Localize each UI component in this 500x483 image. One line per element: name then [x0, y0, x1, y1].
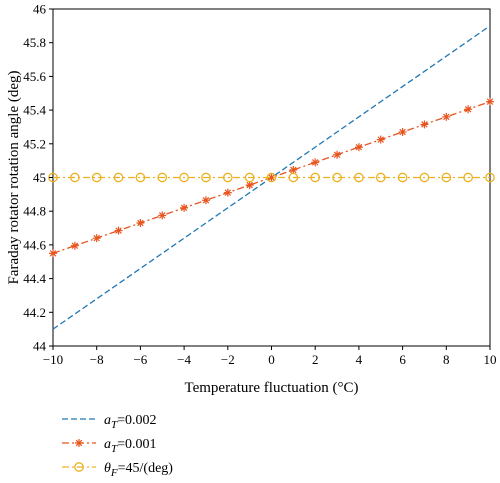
- series-3-point: [332, 172, 342, 183]
- series-2-point: [311, 158, 320, 167]
- legend-label: θF=45/(deg): [104, 461, 173, 479]
- series-3-point: [288, 172, 299, 183]
- series-2-point: [223, 188, 232, 197]
- series-3-point: [244, 172, 255, 183]
- y-tick-label: 44.4: [23, 271, 46, 286]
- y-tick-label: 44: [33, 339, 47, 354]
- ticks-layer: −10 −8 −6 −4 −2 0 2 4 6 8 104444.244.444.644.84545…: [23, 2, 496, 368]
- x-tick-label: −6: [133, 352, 147, 367]
- series-2-point: [70, 241, 79, 250]
- series-2: [49, 97, 494, 258]
- y-tick-label: 44.8: [23, 204, 46, 219]
- legend-item: aT=0.002: [62, 413, 157, 431]
- y-tick-label: 45: [33, 170, 46, 185]
- legend-label: aT=0.002: [104, 413, 157, 431]
- series-3-point: [375, 172, 386, 183]
- legend-marker: [75, 439, 83, 447]
- series-3-point: [463, 172, 473, 183]
- x-tick-label: 6: [399, 352, 406, 367]
- legend-item: θF=45/(deg): [62, 461, 173, 479]
- series-3-point: [48, 172, 58, 183]
- y-tick-label: 45.6: [23, 69, 46, 84]
- series-2-point: [354, 143, 363, 152]
- series-3-point: [266, 172, 277, 183]
- series-2-point: [333, 150, 342, 159]
- series-3-point: [485, 172, 495, 183]
- series-3-point: [310, 172, 321, 183]
- series-2-point: [136, 218, 145, 227]
- y-tick-label: 45.4: [23, 103, 46, 118]
- series-3-point: [157, 172, 168, 183]
- y-axis-title: Faraday rotator rotation angle (deg): [6, 70, 22, 284]
- series-3-point: [441, 172, 452, 183]
- series-3-point: [70, 172, 80, 183]
- series-layer: [48, 25, 495, 330]
- legend-item: aT=0.001: [62, 437, 157, 455]
- series-2-point: [464, 105, 473, 114]
- legend: aT=0.002 aT=0.001 θF=45/(deg): [62, 413, 173, 479]
- series-3-point: [91, 172, 102, 183]
- series-3-point: [201, 172, 211, 183]
- y-tick-label: 44.2: [23, 305, 46, 320]
- series-2-point: [245, 181, 254, 190]
- series-3-point: [113, 172, 124, 183]
- x-tick-label: 0: [268, 352, 275, 367]
- y-tick-label: 44.6: [23, 237, 46, 252]
- x-tick-label: 4: [356, 352, 363, 367]
- x-tick-label: 2: [312, 352, 319, 367]
- series-3-point: [135, 172, 146, 183]
- series-2-point: [289, 165, 298, 174]
- series-3-point: [397, 172, 408, 183]
- series-3-point: [222, 172, 233, 183]
- legend-marker: [74, 462, 84, 472]
- series-2-point: [180, 203, 189, 212]
- series-2-point: [92, 234, 101, 243]
- x-tick-label: −4: [177, 352, 191, 367]
- series-3: [48, 172, 495, 183]
- y-tick-label: 45.8: [23, 35, 46, 50]
- series-2-point: [376, 135, 385, 144]
- x-tick-label: 10: [484, 352, 497, 367]
- x-tick-label: −10: [43, 352, 63, 367]
- series-2-point: [201, 196, 210, 205]
- legend-label: aT=0.001: [104, 437, 157, 455]
- x-tick-label: 8: [443, 352, 450, 367]
- series-2-point: [420, 120, 429, 129]
- series-3-point: [354, 172, 364, 183]
- series-2-point: [158, 211, 167, 220]
- y-tick-label: 46: [33, 2, 47, 17]
- y-tick-label: 45.2: [23, 136, 46, 151]
- series-2-point: [398, 128, 407, 137]
- series-2-point: [49, 249, 57, 258]
- x-tick-label: −2: [221, 352, 235, 367]
- series-3-point: [419, 172, 430, 183]
- x-tick-label: −8: [90, 352, 104, 367]
- x-axis-title: Temperature fluctuation (°C): [184, 380, 358, 396]
- series-2-point: [486, 97, 494, 106]
- series-2-point: [114, 226, 123, 235]
- series-3-point: [179, 172, 189, 183]
- series-2-point: [442, 112, 451, 121]
